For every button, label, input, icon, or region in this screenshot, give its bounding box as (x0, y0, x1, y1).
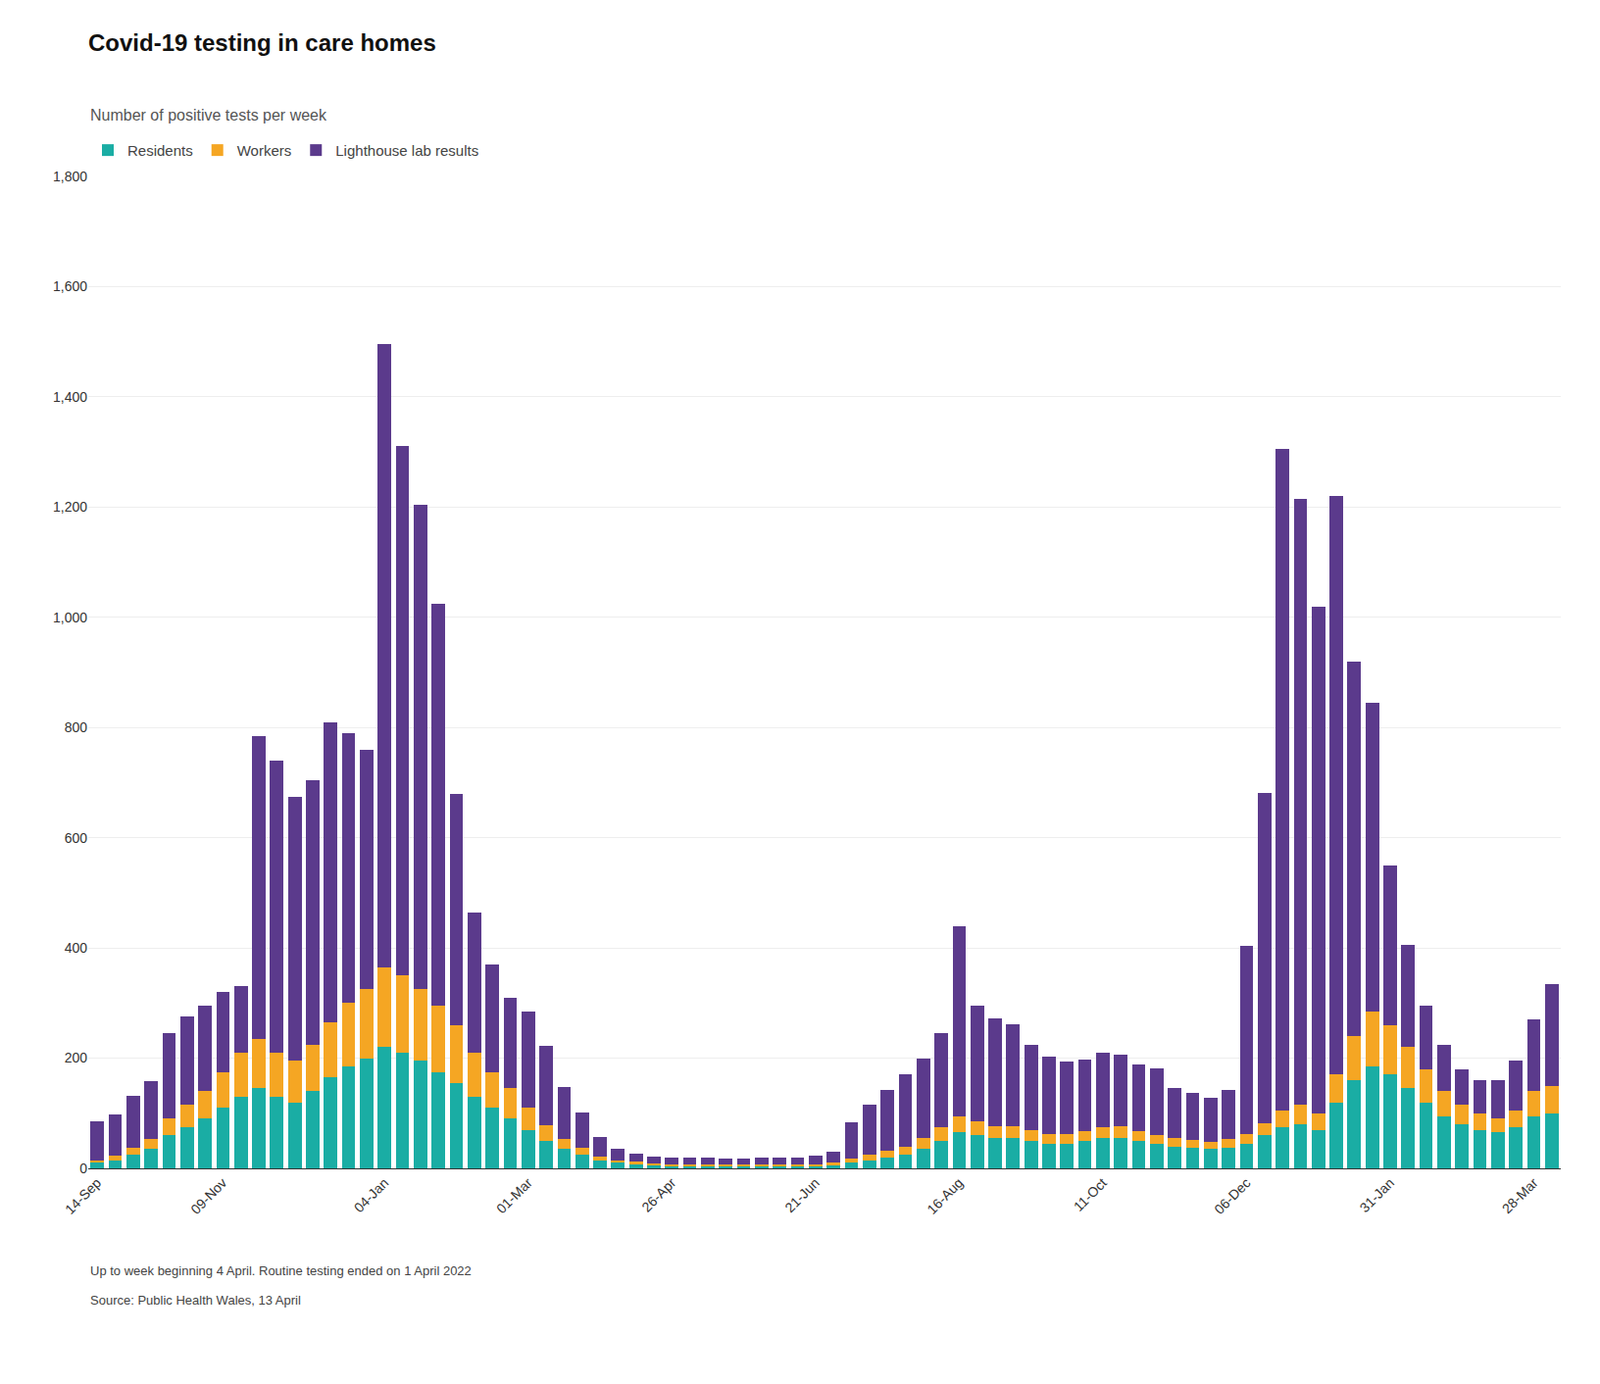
svg-text:800: 800 (64, 719, 89, 736)
svg-text:16-Aug: 16-Aug (923, 1175, 966, 1218)
svg-text:Source: Public Health Wales, 1: Source: Public Health Wales, 13 April (90, 1293, 301, 1308)
svg-text:14-Sep: 14-Sep (61, 1174, 104, 1217)
svg-text:26-Apr: 26-Apr (638, 1174, 679, 1215)
svg-text:Up to week beginning 4 April.: Up to week beginning 4 April. Routine te… (90, 1263, 472, 1279)
svg-text:31-Jan: 31-Jan (1355, 1175, 1398, 1217)
svg-text:1,000: 1,000 (52, 609, 88, 626)
svg-text:1,800: 1,800 (52, 168, 88, 185)
svg-text:Lighthouse lab results: Lighthouse lab results (335, 142, 479, 159)
svg-text:06-Dec: 06-Dec (1210, 1175, 1253, 1218)
svg-text:1,200: 1,200 (52, 499, 88, 515)
svg-text:Workers: Workers (237, 142, 293, 159)
svg-text:21-Jun: 21-Jun (781, 1175, 823, 1217)
svg-text:1,600: 1,600 (52, 278, 88, 295)
svg-text:11-Oct: 11-Oct (1070, 1174, 1110, 1214)
svg-text:01-Mar: 01-Mar (493, 1174, 536, 1217)
svg-text:28-Mar: 28-Mar (1499, 1174, 1542, 1217)
svg-text:09-Nov: 09-Nov (187, 1175, 230, 1218)
svg-text:200: 200 (64, 1050, 89, 1066)
svg-text:Number of positive tests per w: Number of positive tests per week (90, 106, 328, 124)
svg-text:04-Jan: 04-Jan (350, 1175, 393, 1217)
svg-text:1,400: 1,400 (52, 389, 88, 405)
svg-text:Covid-19 testing in care homes: Covid-19 testing in care homes (88, 29, 437, 56)
svg-text:400: 400 (64, 940, 89, 956)
svg-text:0: 0 (79, 1160, 88, 1177)
svg-text:Residents: Residents (127, 142, 194, 159)
svg-text:600: 600 (64, 830, 89, 847)
